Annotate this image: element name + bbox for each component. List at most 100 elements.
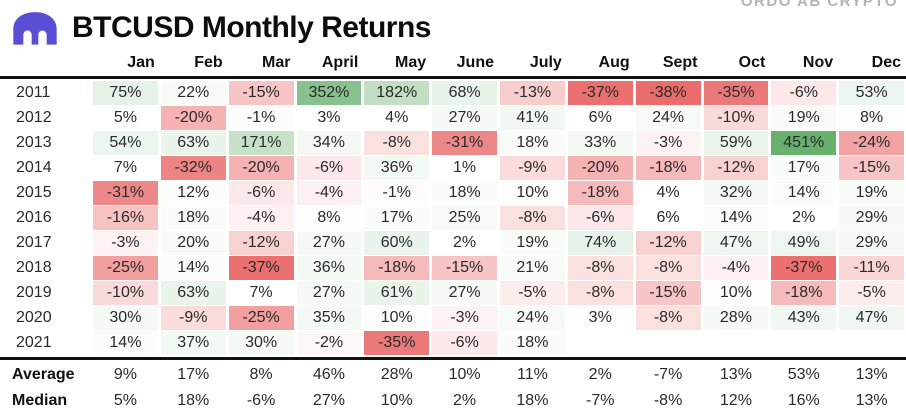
return-cell-2013-may: -8% bbox=[364, 131, 430, 155]
return-cell-2015-oct: 32% bbox=[703, 181, 769, 205]
header-divider-rule bbox=[0, 76, 906, 79]
return-cell-2019-june: 27% bbox=[432, 281, 497, 305]
return-cell-2017-may: 60% bbox=[364, 231, 430, 255]
return-cell-2016-dec: 29% bbox=[839, 206, 904, 230]
return-cell-2019-sept: -15% bbox=[635, 281, 701, 305]
median-cell-june: 2% bbox=[453, 391, 477, 409]
return-cell-2017-feb: 20% bbox=[160, 231, 226, 255]
return-cell-2011-may: 182% bbox=[364, 81, 430, 105]
return-cell-2019-nov: -18% bbox=[771, 281, 837, 305]
return-cell-2015-jan: -31% bbox=[93, 181, 158, 205]
return-cell-2016-april: 8% bbox=[296, 206, 362, 230]
return-cell-2012-nov: 19% bbox=[771, 106, 837, 130]
summary-divider-rule bbox=[0, 357, 906, 360]
return-cell-2016-june: 25% bbox=[432, 206, 497, 230]
average-cell-may: 28% bbox=[380, 365, 413, 383]
return-cell-2019-july: -5% bbox=[500, 281, 565, 305]
return-cell-2018-oct: -4% bbox=[703, 256, 769, 280]
return-cell-2018-april: 36% bbox=[296, 256, 362, 280]
return-cell-2014-jan: 7% bbox=[93, 156, 158, 180]
summary-label-median: Median bbox=[12, 391, 68, 409]
return-cell-2017-mar: -12% bbox=[228, 231, 294, 255]
year-label: 2021 bbox=[16, 334, 52, 351]
return-cell-2016-jan: -16% bbox=[93, 206, 158, 230]
return-cell-2020-june: -3% bbox=[432, 306, 497, 330]
return-cell-2013-nov: 451% bbox=[771, 131, 837, 155]
return-cell-2016-sept: 6% bbox=[635, 206, 701, 230]
return-cell-2011-feb: 22% bbox=[160, 81, 226, 105]
median-cell-nov: 16% bbox=[787, 391, 820, 409]
return-cell-2013-june: -31% bbox=[432, 131, 497, 155]
return-cell-2017-july: 19% bbox=[500, 231, 565, 255]
kraken-logo-icon bbox=[13, 12, 57, 45]
average-cell-april: 46% bbox=[312, 365, 345, 383]
return-cell-2016-oct: 14% bbox=[703, 206, 769, 230]
return-cell-2013-oct: 59% bbox=[703, 131, 769, 155]
return-cell-2018-sept: -8% bbox=[635, 256, 701, 280]
return-cell-2020-may: 10% bbox=[364, 306, 430, 330]
average-cell-dec: 13% bbox=[855, 365, 888, 383]
return-cell-2011-sept: -38% bbox=[635, 81, 701, 105]
average-cell-feb: 17% bbox=[177, 365, 210, 383]
return-cell-2017-jan: -3% bbox=[93, 231, 158, 255]
return-cell-2014-oct: -12% bbox=[703, 156, 769, 180]
average-cell-july: 11% bbox=[516, 365, 548, 383]
return-cell-2021-sept bbox=[635, 331, 701, 355]
return-cell-2021-oct bbox=[703, 331, 769, 355]
median-cell-dec: 13% bbox=[855, 391, 888, 409]
return-cell-2014-sept: -18% bbox=[635, 156, 701, 180]
return-cell-2012-june: 27% bbox=[432, 106, 497, 130]
average-cell-aug: 2% bbox=[588, 365, 612, 383]
return-cell-2020-aug: 3% bbox=[567, 306, 633, 330]
summary-label-average: Average bbox=[12, 365, 75, 383]
return-cell-2011-mar: -15% bbox=[228, 81, 294, 105]
return-cell-2013-sept: -3% bbox=[635, 131, 701, 155]
month-header-april: April bbox=[321, 54, 359, 71]
month-header-aug: Aug bbox=[598, 54, 630, 71]
average-cell-sept: -7% bbox=[653, 365, 683, 383]
return-cell-2017-nov: 49% bbox=[771, 231, 837, 255]
median-cell-sept: -8% bbox=[653, 391, 683, 409]
return-cell-2012-sept: 24% bbox=[635, 106, 701, 130]
return-cell-2012-oct: -10% bbox=[703, 106, 769, 130]
year-label: 2020 bbox=[16, 309, 52, 326]
return-cell-2013-dec: -24% bbox=[839, 131, 904, 155]
return-cell-2014-april: -6% bbox=[296, 156, 362, 180]
return-cell-2013-mar: 171% bbox=[228, 131, 294, 155]
return-cell-2019-jan: -10% bbox=[93, 281, 158, 305]
return-cell-2015-dec: 19% bbox=[839, 181, 904, 205]
return-cell-2011-oct: -35% bbox=[703, 81, 769, 105]
return-cell-2017-dec: 29% bbox=[839, 231, 904, 255]
return-cell-2020-nov: 43% bbox=[771, 306, 837, 330]
return-cell-2020-oct: 28% bbox=[703, 306, 769, 330]
return-cell-2015-may: -1% bbox=[364, 181, 430, 205]
median-cell-jan: 5% bbox=[113, 391, 137, 409]
return-cell-2013-feb: 63% bbox=[160, 131, 226, 155]
median-cell-aug: -7% bbox=[586, 391, 615, 409]
month-header-nov: Nov bbox=[802, 54, 834, 71]
return-cell-2015-july: 10% bbox=[500, 181, 565, 205]
return-cell-2019-dec: -5% bbox=[839, 281, 904, 305]
return-cell-2017-oct: 47% bbox=[703, 231, 769, 255]
return-cell-2018-mar: -37% bbox=[228, 256, 294, 280]
return-cell-2020-jan: 30% bbox=[93, 306, 158, 330]
year-label: 2015 bbox=[16, 184, 52, 201]
return-cell-2021-may: -35% bbox=[364, 331, 430, 355]
month-header-jan: Jan bbox=[127, 54, 155, 71]
return-cell-2015-april: -4% bbox=[296, 181, 362, 205]
month-header-row: Jan Feb Mar April May June July Aug Sept Oct Nov De… bbox=[0, 52, 906, 74]
return-cell-2018-aug: -8% bbox=[567, 256, 633, 280]
average-cell-oct: 13% bbox=[719, 365, 752, 383]
page-title: BTCUSD Monthly Returns bbox=[72, 11, 432, 44]
median-cell-april: 27% bbox=[312, 391, 345, 409]
return-cell-2019-may: 61% bbox=[364, 281, 430, 305]
return-cell-2014-nov: 17% bbox=[771, 156, 837, 180]
year-label: 2012 bbox=[16, 109, 52, 126]
return-cell-2011-dec: 53% bbox=[839, 81, 904, 105]
return-cell-2021-april: -2% bbox=[296, 331, 362, 355]
return-cell-2011-nov: -6% bbox=[771, 81, 837, 105]
return-cell-2017-aug: 74% bbox=[567, 231, 633, 255]
average-cell-june: 10% bbox=[448, 365, 481, 383]
return-cell-2020-feb: -9% bbox=[160, 306, 226, 330]
return-cell-2014-july: -9% bbox=[500, 156, 565, 180]
